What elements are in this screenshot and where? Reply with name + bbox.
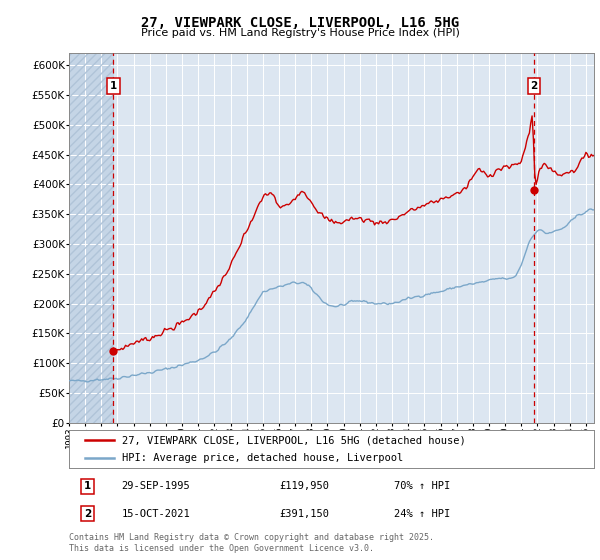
Text: 27, VIEWPARK CLOSE, LIVERPOOL, L16 5HG (detached house): 27, VIEWPARK CLOSE, LIVERPOOL, L16 5HG (…: [121, 435, 465, 445]
Text: Contains HM Land Registry data © Crown copyright and database right 2025.
This d: Contains HM Land Registry data © Crown c…: [69, 533, 434, 553]
Text: HPI: Average price, detached house, Liverpool: HPI: Average price, detached house, Live…: [121, 453, 403, 463]
Text: 15-OCT-2021: 15-OCT-2021: [121, 509, 190, 519]
Bar: [69, 53, 113, 423]
Text: 1: 1: [110, 81, 117, 91]
Text: 29-SEP-1995: 29-SEP-1995: [121, 482, 190, 491]
Text: 2: 2: [530, 81, 538, 91]
Text: £391,150: £391,150: [279, 509, 329, 519]
Text: 27, VIEWPARK CLOSE, LIVERPOOL, L16 5HG: 27, VIEWPARK CLOSE, LIVERPOOL, L16 5HG: [141, 16, 459, 30]
Text: 24% ↑ HPI: 24% ↑ HPI: [395, 509, 451, 519]
Text: £119,950: £119,950: [279, 482, 329, 491]
Text: 1: 1: [84, 482, 91, 491]
Text: 2: 2: [84, 509, 91, 519]
Text: 70% ↑ HPI: 70% ↑ HPI: [395, 482, 451, 491]
Bar: [69, 53, 113, 423]
Text: Price paid vs. HM Land Registry's House Price Index (HPI): Price paid vs. HM Land Registry's House …: [140, 28, 460, 38]
